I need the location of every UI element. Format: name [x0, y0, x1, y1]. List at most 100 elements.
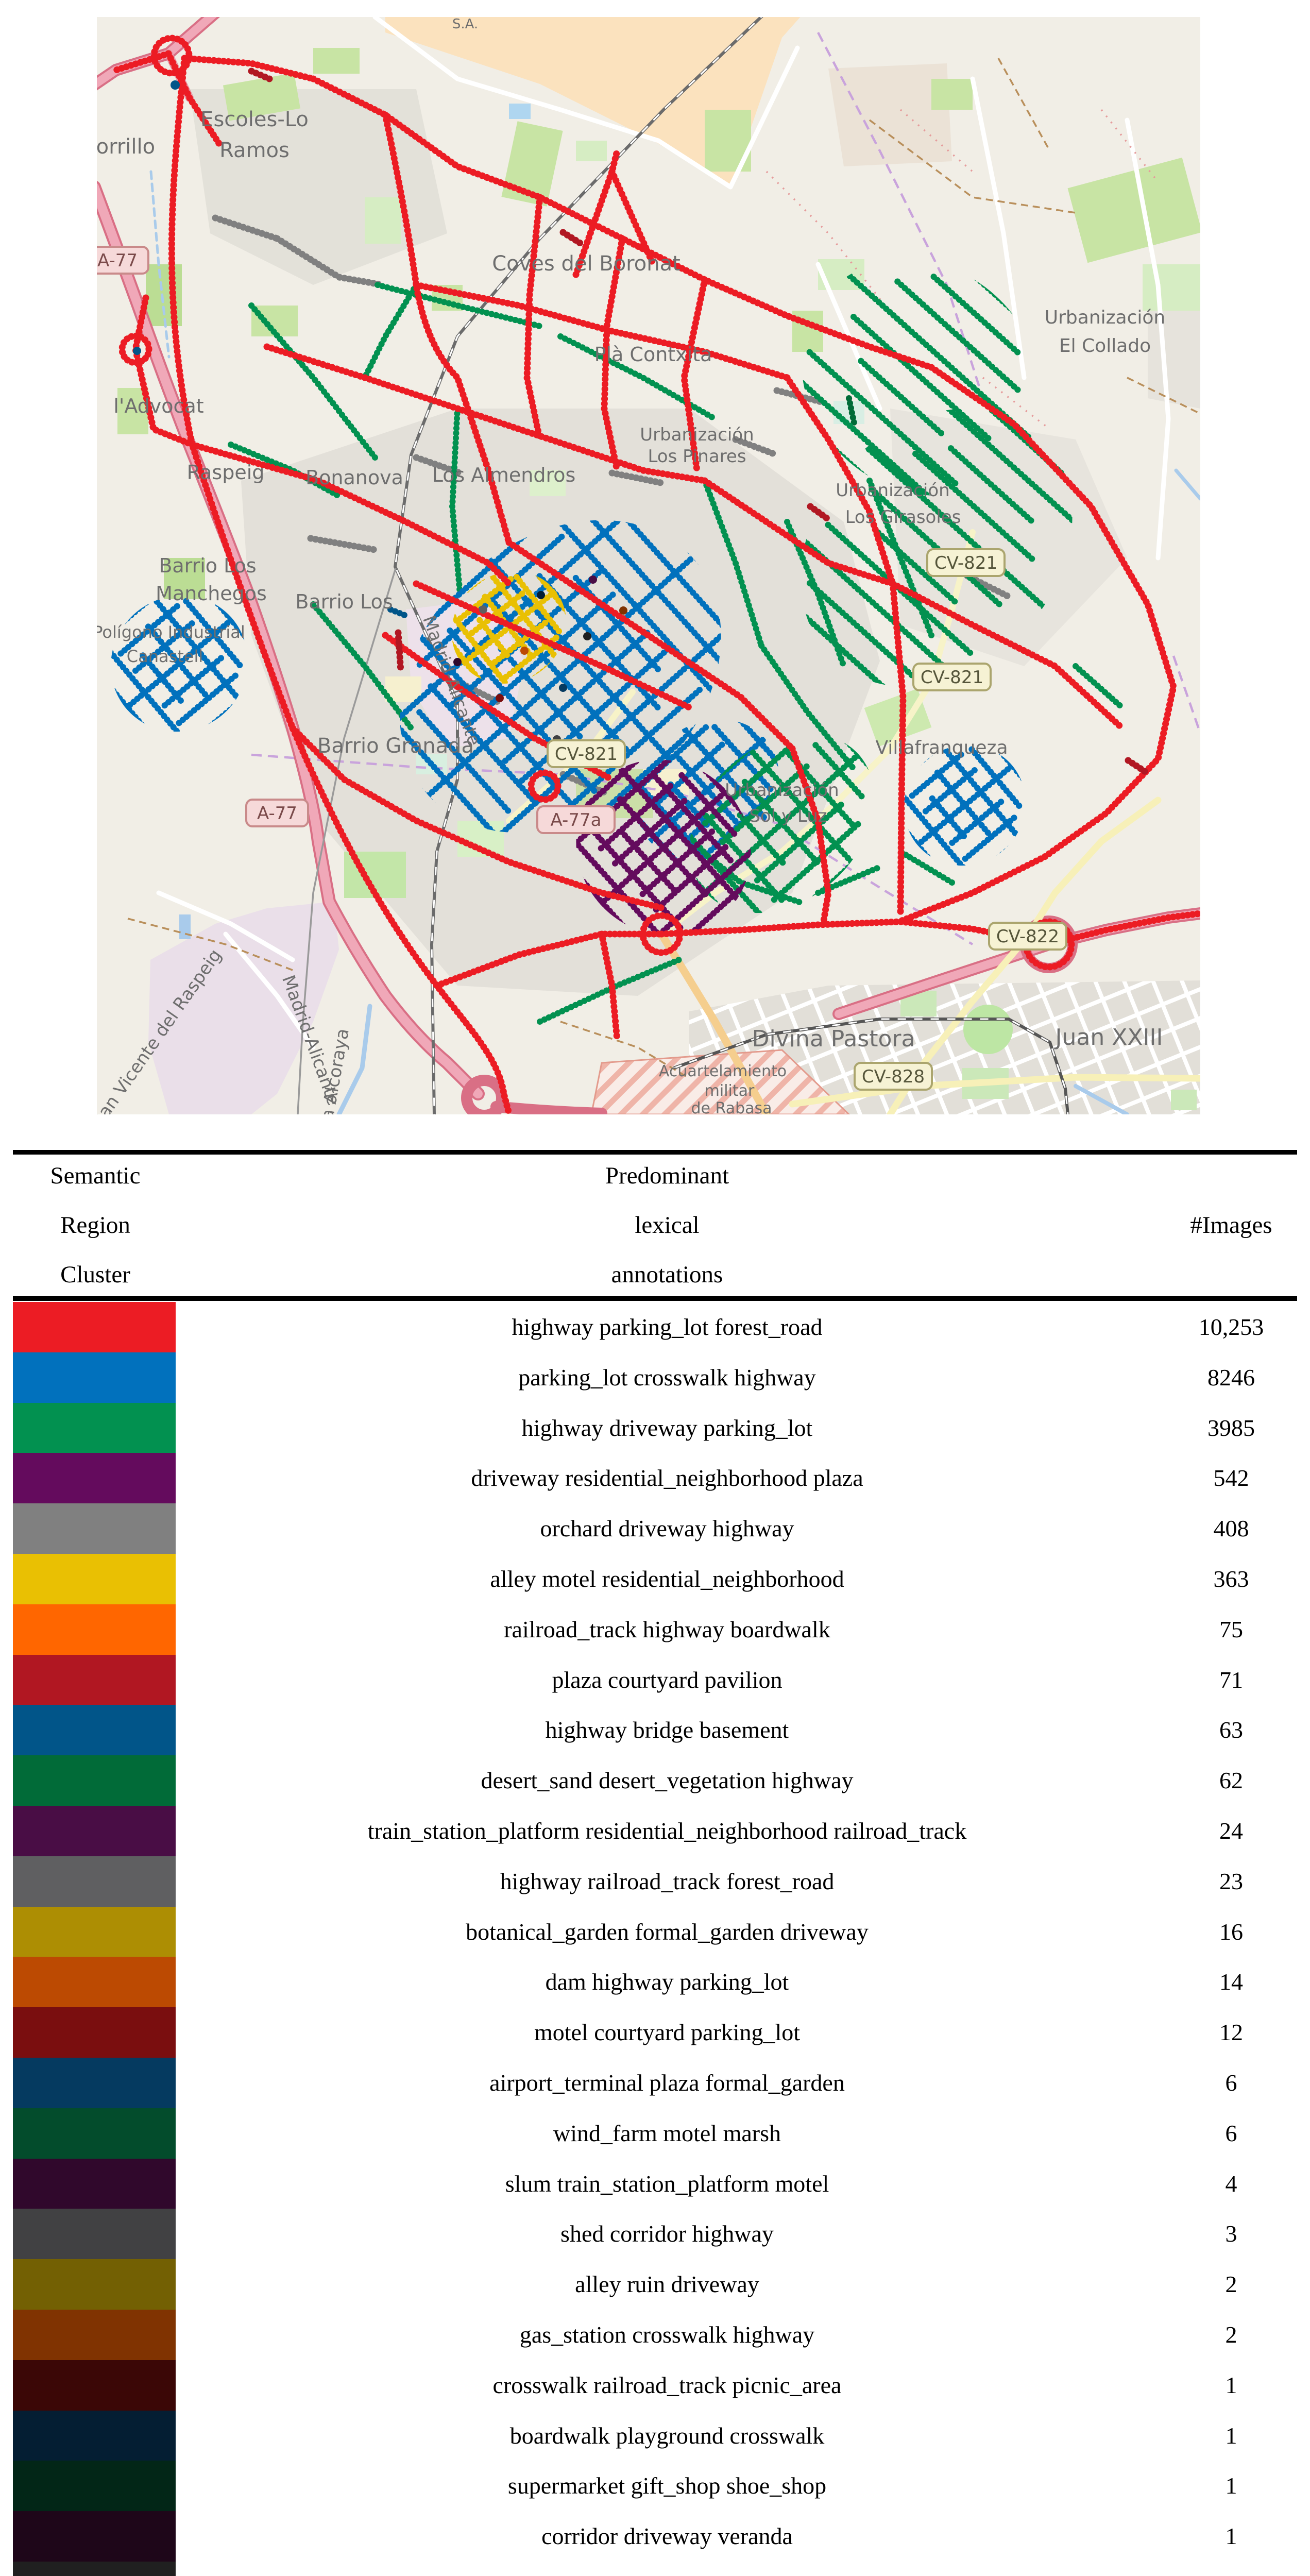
cluster-annotations-label: botanical_garden formal_garden driveway	[466, 1918, 869, 1945]
cluster-annotations-label: shed corridor highway	[560, 2221, 774, 2247]
cluster-annotations-label: train_station_platform residential_neigh…	[367, 1817, 967, 1844]
svg-text:CV-828: CV-828	[862, 1066, 925, 1087]
cluster-color-swatch	[13, 1856, 176, 1907]
cluster-annotations-label: boardwalk playground crosswalk	[509, 2422, 825, 2449]
road-shield: CV-822	[988, 922, 1067, 951]
table-row: desert_sand desert_vegetation highway 62	[0, 1755, 1310, 1806]
road-shield: A-77	[97, 246, 149, 275]
military-area	[590, 1049, 850, 1114]
table-row: boardwalk playground crosswalk 1	[0, 2410, 1310, 2462]
cluster-color-swatch	[13, 1906, 176, 1958]
cluster-annotations-label: highway driveway parking_lot	[521, 1414, 813, 1441]
cluster-annotations-label: alley ruin driveway	[575, 2271, 759, 2298]
cluster-color-swatch	[13, 2057, 176, 2109]
table-row: railroad_track highway boardwalk 75	[0, 1604, 1310, 1655]
map-place-label: Manchegos	[156, 582, 267, 605]
cluster-image-count: 12	[1219, 2019, 1243, 2046]
map-place-label: torrillo	[97, 135, 155, 159]
map-place-label: Polígono Industrial	[97, 622, 245, 642]
cluster-color-swatch	[13, 1957, 176, 2008]
trace-layer-cluster-9	[846, 395, 857, 426]
cluster-annotations-label: driveway residential_neighborhood plaza	[471, 1465, 863, 1492]
cluster-color-swatch	[13, 2309, 176, 2361]
cluster-color-swatch	[13, 2511, 176, 2562]
cluster-annotations-label: motel courtyard parking_lot	[534, 2019, 801, 2046]
cluster-color-swatch	[13, 1654, 176, 1706]
road-shield: CV-821	[547, 739, 626, 768]
header-region: Region	[60, 1212, 130, 1239]
cluster-image-count: 542	[1213, 1465, 1249, 1492]
cluster-color-swatch	[13, 1755, 176, 1806]
map-place-label: de Rabasa	[691, 1099, 772, 1114]
table-row: train_station_platform residential_neigh…	[0, 1805, 1310, 1857]
table-row: crosswalk railroad_track picnic_area 1	[0, 2360, 1310, 2411]
cluster-color-swatch	[13, 1553, 176, 1605]
header-predominant: Predominant	[605, 1162, 729, 1189]
map-place-label: Los Pinares	[648, 446, 746, 467]
map-place-label: Canastell	[127, 647, 203, 666]
map-place-label: militar	[705, 1082, 755, 1100]
cluster-color-swatch	[13, 1604, 176, 1655]
cluster-image-count: 8246	[1207, 1364, 1255, 1391]
map-place-label: Urbanización	[725, 780, 839, 801]
cluster-color-swatch	[13, 1402, 176, 1454]
map-place-label: Barrio Granada	[317, 734, 474, 758]
cluster-annotations-label: airport_terminal plaza formal_garden	[489, 2069, 845, 2096]
road-shield: CV-821	[926, 548, 1006, 577]
road-shield: CV-821	[912, 663, 992, 691]
map-place-label: Ramos	[219, 139, 290, 162]
cluster-annotations-label: slum train_station_platform motel	[505, 2170, 829, 2197]
table-row: highway bridge basement 63	[0, 1705, 1310, 1756]
header-images: #Images	[1190, 1212, 1272, 1239]
cluster-annotations-label: railroad_track highway boardwalk	[504, 1616, 830, 1642]
cluster-image-count: 14	[1219, 1969, 1243, 1995]
cluster-image-count: 1	[1225, 2523, 1237, 2550]
map-place-label: Sol y Luz	[749, 806, 827, 826]
cluster-color-swatch	[13, 1453, 176, 1504]
cluster-annotations-label: alley motel residential_neighborhood	[490, 1565, 844, 1592]
cluster-image-count: 3	[1225, 2221, 1237, 2247]
cluster-image-count: 71	[1219, 1666, 1243, 1693]
cluster-color-swatch	[13, 2007, 176, 2058]
map-paths-tracks	[127, 31, 1200, 1079]
map-canvas: S.A. Escoles-Lo Ramos torrillo Coves del Bor…	[97, 17, 1200, 1114]
map-place-label: Los Almendros	[432, 464, 576, 486]
map-place-label: Los Girasoles	[845, 507, 961, 528]
cluster-color-swatch	[13, 1503, 176, 1554]
cluster-color-swatch	[13, 2561, 176, 2576]
header-cluster: Cluster	[60, 1261, 130, 1288]
table-top-rule	[13, 1150, 1297, 1155]
cluster-annotations-label: supermarket gift_shop shoe_shop	[507, 2472, 827, 2499]
table-row: parking_lot crosswalk highway 8246	[0, 1352, 1310, 1403]
cluster-image-count: 1	[1225, 2422, 1237, 2449]
map-place-label: Plà Contxita	[594, 343, 712, 366]
cluster-legend-table: highway parking_lot forest_road 10,253 par…	[0, 1302, 1310, 2576]
map-place-label: Barrio Los	[295, 590, 393, 613]
rare-cluster-dots	[133, 80, 627, 743]
map-place-label: Juan XXIII	[1054, 1024, 1163, 1050]
map-place-label: Coves del Boronat	[492, 252, 680, 276]
map-place-label: l'Advocat	[113, 395, 203, 417]
trace-layer-cluster-7	[248, 67, 1151, 777]
svg-text:CV-821: CV-821	[555, 744, 618, 765]
cluster-image-count: 1	[1225, 2472, 1237, 2499]
cluster-annotations-label: orchard driveway highway	[540, 1515, 794, 1542]
svg-text:CV-821: CV-821	[934, 553, 997, 573]
table-row: shed corridor highway 3	[0, 2209, 1310, 2260]
table-row: corridor driveway veranda 1	[0, 2511, 1310, 2562]
cluster-image-count: 16	[1219, 1918, 1243, 1945]
map-water-layer	[149, 170, 1200, 1114]
table-row: highway railroad_track forest_road 23	[0, 1856, 1310, 1907]
map-railways	[297, 17, 1069, 1114]
table-row: driveway residential_neighborhood plaza 5…	[0, 1453, 1310, 1504]
cluster-annotations-label: crosswalk railroad_track picnic_area	[492, 2371, 842, 2398]
table-header-rule	[13, 1296, 1297, 1301]
map-minor-roads	[156, 17, 1171, 1050]
map-place-label: Acuartelamiento	[659, 1062, 787, 1080]
table-row: dam highway parking_lot 14	[0, 1957, 1310, 2008]
table-row: alley ruin driveway 2	[0, 2259, 1310, 2310]
cluster-annotations-label: plaza courtyard pavilion	[552, 1666, 782, 1693]
cluster-color-swatch	[13, 2461, 176, 2512]
